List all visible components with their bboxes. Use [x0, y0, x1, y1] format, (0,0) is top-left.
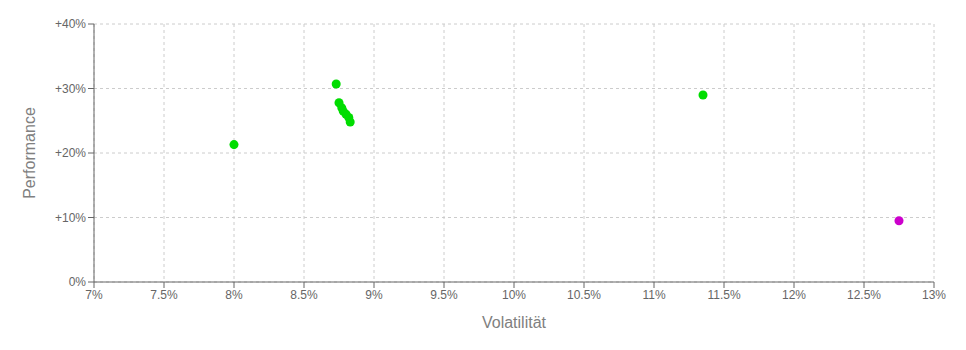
- svg-text:7%: 7%: [85, 288, 103, 302]
- svg-text:10.5%: 10.5%: [567, 288, 601, 302]
- svg-text:11%: 11%: [642, 288, 665, 302]
- svg-text:10%: 10%: [502, 288, 526, 302]
- svg-text:11.5%: 11.5%: [707, 288, 740, 302]
- svg-text:12%: 12%: [782, 288, 806, 302]
- svg-text:12.5%: 12.5%: [847, 288, 881, 302]
- svg-text:8.5%: 8.5%: [290, 288, 318, 302]
- svg-text:+40%: +40%: [55, 17, 86, 31]
- svg-text:0%: 0%: [69, 275, 87, 289]
- svg-text:8%: 8%: [225, 288, 243, 302]
- svg-text:+30%: +30%: [55, 82, 86, 96]
- svg-text:13%: 13%: [922, 288, 946, 302]
- svg-text:Performance: Performance: [21, 107, 38, 199]
- svg-text:9.5%: 9.5%: [430, 288, 458, 302]
- svg-text:9%: 9%: [365, 288, 383, 302]
- svg-text:7.5%: 7.5%: [150, 288, 178, 302]
- svg-text:+20%: +20%: [55, 146, 86, 160]
- svg-text:+10%: +10%: [55, 211, 86, 225]
- svg-text:Volatilität: Volatilität: [482, 314, 547, 331]
